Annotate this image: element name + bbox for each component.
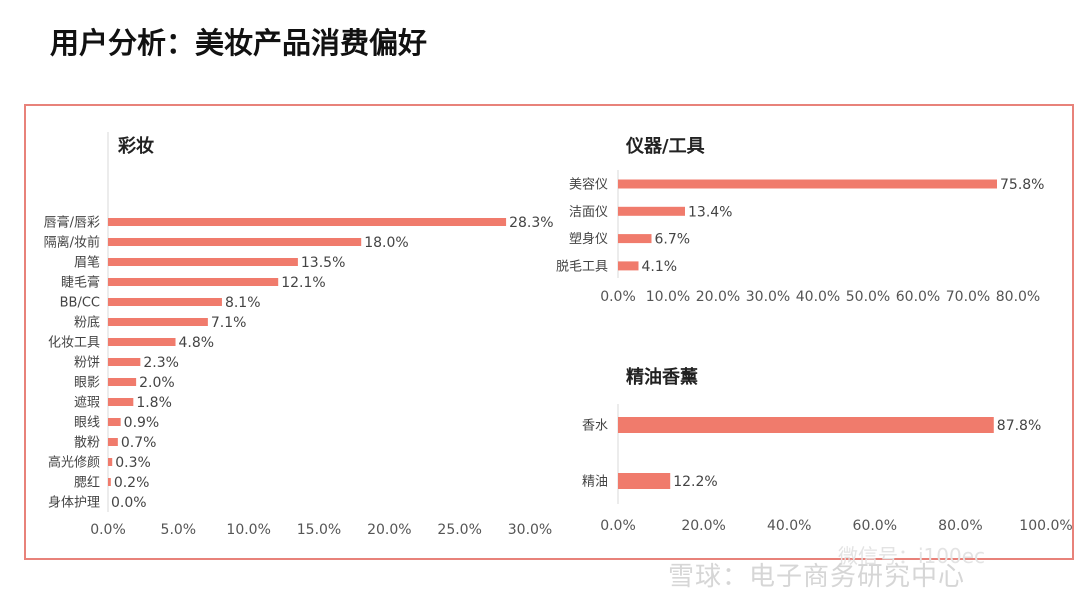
chart-1-bar [108,478,111,486]
chart-1-data-label: 0.7% [121,435,157,451]
chart-2-tick-label: 0.0% [600,289,636,305]
chart-1-data-label: 8.1% [225,295,261,311]
chart-2-tick-label: 20.0% [696,289,740,305]
chart-2-bar [618,206,685,216]
chart-3-tick-label: 20.0% [681,518,725,534]
chart-1-bar [108,358,141,366]
chart-1-tick-label: 5.0% [161,522,197,538]
chart-1-data-label: 0.3% [115,455,151,471]
chart-2-tick-label: 80.0% [996,289,1040,305]
chart-2-data-label: 13.4% [688,204,732,220]
chart-1-bar [108,318,208,326]
chart-3-tick-label: 0.0% [600,518,636,534]
chart-1-data-label: 18.0% [364,235,408,251]
chart-1-bar [108,398,134,406]
chart-3-tick-label: 80.0% [938,518,982,534]
chart-1-data-label: 0.0% [111,495,147,511]
chart-2-tick-label: 50.0% [846,289,890,305]
chart-2-tick-label: 10.0% [646,289,690,305]
chart-3-tick-label: 100.0% [1019,518,1072,534]
chart-1-bar [108,258,298,266]
chart-1-category-label: 眼线 [74,416,100,431]
chart-2-tick-label: 70.0% [946,289,990,305]
chart-2-data-label: 4.1% [642,259,678,275]
chart-1-data-label: 13.5% [301,255,345,271]
watermark-wechat: 微信号：i100ec [838,544,986,568]
chart-1-bar [108,458,113,466]
chart-1-category-label: 唇膏/唇彩 [44,215,100,231]
chart-1-category-label: 身体护理 [48,495,100,511]
chart-1-title: 彩妆 [117,135,154,157]
chart-1-tick-label: 20.0% [367,522,411,538]
chart-1-data-label: 2.3% [143,355,179,371]
chart-1-tick-label: 10.0% [226,522,270,538]
chart-2-category-label: 美容仪 [569,177,608,193]
chart-2-category-label: 塑身仪 [569,231,608,247]
chart-2-bar [618,179,997,189]
watermark: 雪球：电子商务研究中心 [668,562,966,592]
chart-1-category-label: 化妆工具 [48,336,100,351]
chart-1-data-label: 1.8% [136,395,172,411]
chart-1-category-label: 遮瑕 [74,395,100,411]
chart-2-data-label: 75.8% [1000,177,1044,193]
chart-1-data-label: 0.2% [114,475,150,491]
chart-1-data-label: 0.9% [124,415,160,431]
chart-2-bar [618,261,639,271]
chart-1-data-label: 2.0% [139,375,175,391]
chart-3-category-label: 香水 [582,419,608,434]
chart-frame [24,104,1074,560]
chart-1-data-label: 12.1% [281,275,325,291]
chart-1-category-label: 隔离/妆前 [44,235,100,251]
chart-2-category-label: 洁面仪 [569,205,608,220]
chart-1-category-label: 睫毛膏 [61,275,100,291]
chart-1-data-label: 4.8% [179,335,215,351]
chart-1-category-label: 粉饼 [74,356,100,371]
chart-1-category-label: 散粉 [74,436,100,451]
chart-2-tick-label: 60.0% [896,289,940,305]
chart-3-title: 精油香薰 [626,366,698,388]
chart-1-category-label: 高光修颜 [48,455,100,471]
chart-2-bar [618,234,652,244]
chart-1-tick-label: 0.0% [90,522,126,538]
chart-1-bar [108,438,118,446]
chart-1-bar [108,418,121,426]
chart-1-tick-label: 30.0% [508,522,552,538]
chart-2-category-label: 脱毛工具 [556,259,608,274]
chart-3-data-label: 87.8% [997,418,1041,434]
chart-1-category-label: BB/CC [60,296,100,311]
chart-1-bar [108,238,362,246]
chart-3-bar [618,417,994,433]
chart-1-bar [108,338,176,346]
chart-1-tick-label: 25.0% [437,522,481,538]
chart-1-bar [108,218,507,226]
chart-2-tick-label: 40.0% [796,289,840,305]
chart-1-data-label: 28.3% [509,215,553,231]
chart-1-category-label: 粉底 [74,315,100,331]
chart-3-tick-label: 60.0% [853,518,897,534]
chart-3-data-label: 12.2% [673,474,717,490]
chart-2-title: 仪器/工具 [625,136,705,157]
chart-2-tick-label: 30.0% [746,289,790,305]
chart-1-bar [108,278,279,286]
chart-1-bar [108,378,137,386]
chart-3-bar [618,473,671,489]
chart-1-category-label: 腮红 [74,475,100,491]
page-title: 用户分析：美妆产品消费偏好 [50,26,428,60]
chart-1-data-label: 7.1% [211,315,247,331]
chart-3-category-label: 精油 [582,475,608,490]
chart-1-tick-label: 15.0% [297,522,341,538]
chart-2-data-label: 6.7% [655,232,691,248]
chart-1-category-label: 眼影 [74,376,100,391]
chart-3-tick-label: 40.0% [767,518,811,534]
chart-1-category-label: 眉笔 [74,255,100,271]
chart-1-bar [108,298,222,306]
